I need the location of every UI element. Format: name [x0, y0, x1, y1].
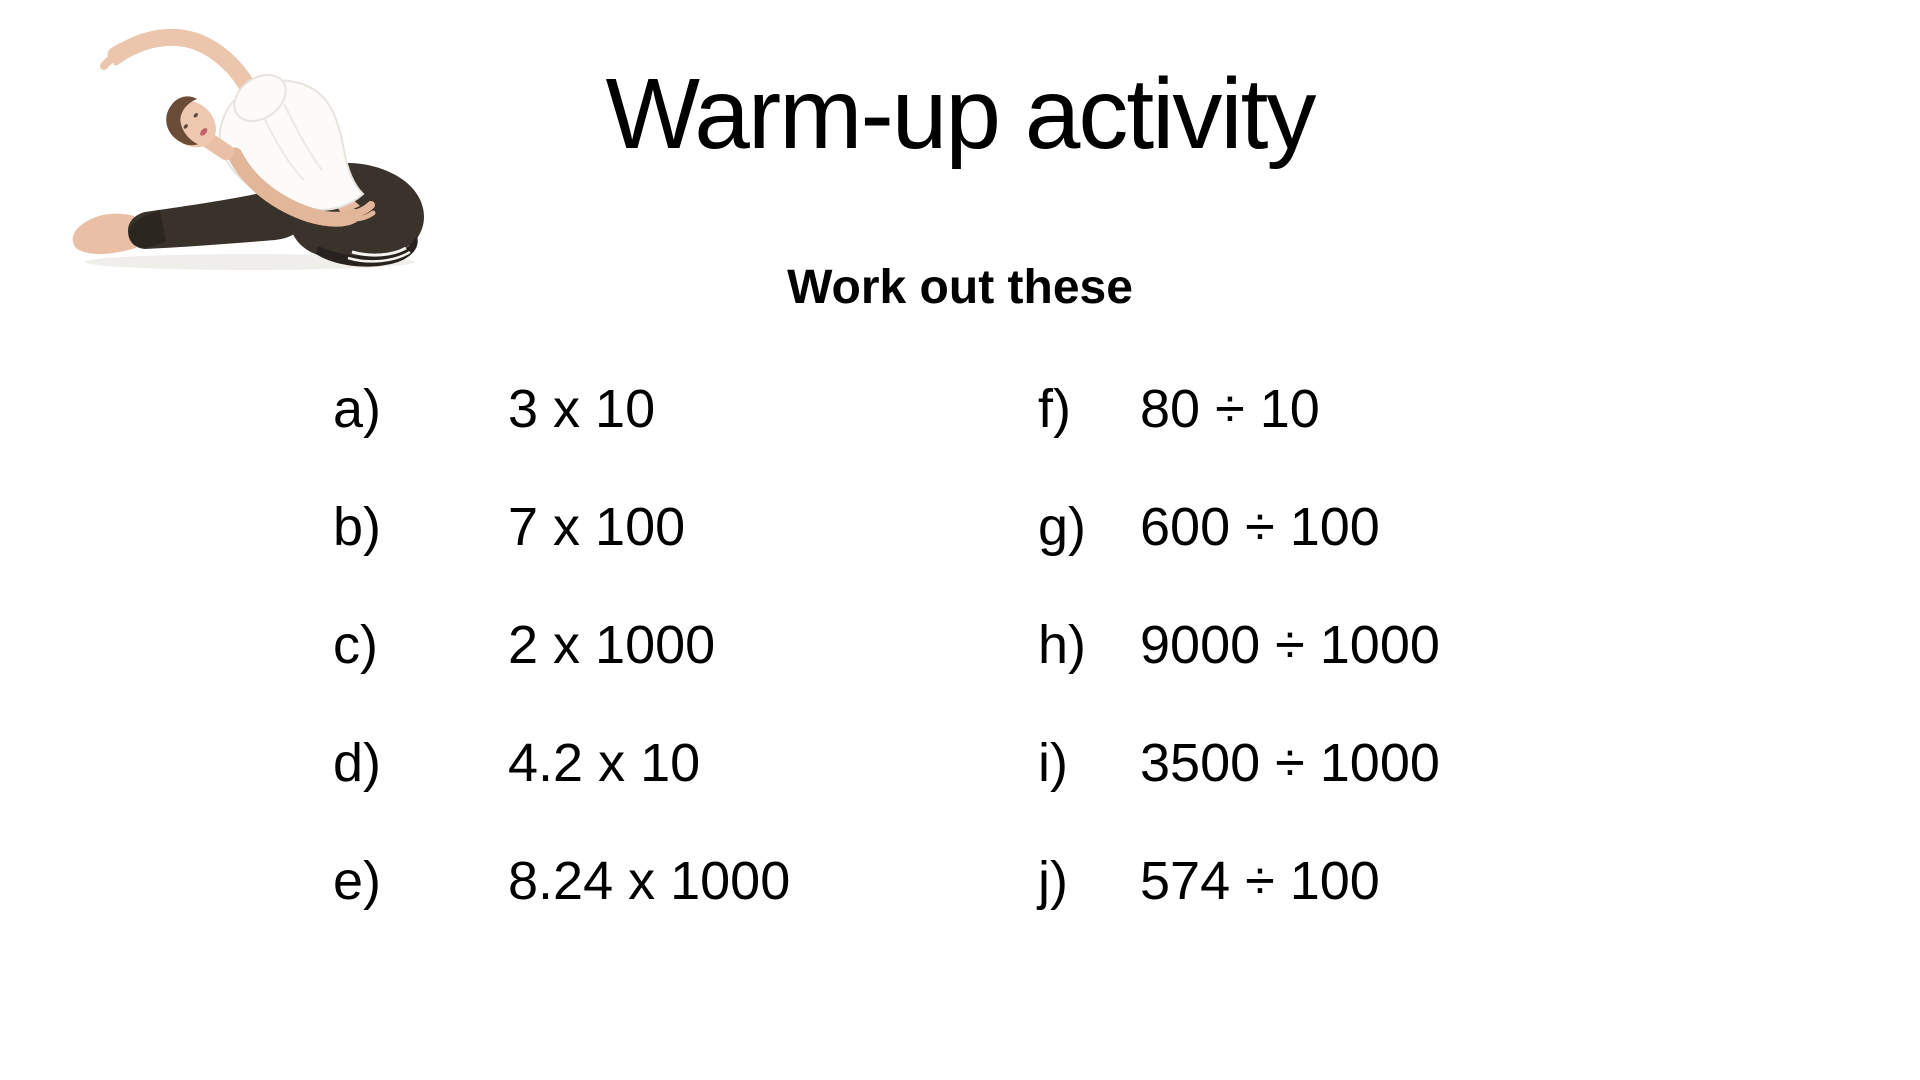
problem-row: b) 7 x 100: [333, 468, 790, 586]
problems-column-left: a) 3 x 10 b) 7 x 100 c) 2 x 1000 d) 4.2 …: [333, 350, 790, 940]
problem-expression: 3500 ÷ 1000: [1140, 733, 1440, 793]
problems-column-right: f) 80 ÷ 10 g) 600 ÷ 100 h) 9000 ÷ 1000 i…: [1038, 350, 1440, 940]
problem-row: h) 9000 ÷ 1000: [1038, 586, 1440, 704]
problem-row: c) 2 x 1000: [333, 586, 790, 704]
problem-expression: 8.24 x 1000: [508, 851, 791, 911]
problem-label: j): [1038, 851, 1068, 911]
problem-expression: 9000 ÷ 1000: [1140, 615, 1440, 675]
problem-expression: 80 ÷ 10: [1140, 379, 1320, 439]
problem-expression: 600 ÷ 100: [1140, 497, 1380, 557]
problem-row: a) 3 x 10: [333, 350, 790, 468]
problem-label: g): [1038, 497, 1087, 557]
problem-expression: 2 x 1000: [508, 615, 716, 675]
subtitle: Work out these: [787, 261, 1133, 314]
problem-row: e) 8.24 x 1000: [333, 822, 790, 940]
stretching-woman-illustration: [72, 28, 424, 270]
problem-label: d): [333, 733, 382, 793]
stretching-woman-photo: [50, 0, 445, 295]
problem-row: g) 600 ÷ 100: [1038, 468, 1440, 586]
problem-row: f) 80 ÷ 10: [1038, 350, 1440, 468]
problem-expression: 3 x 10: [508, 379, 656, 439]
problem-expression: 7 x 100: [508, 497, 686, 557]
problem-row: j) 574 ÷ 100: [1038, 822, 1440, 940]
problem-label: i): [1038, 733, 1068, 793]
page-title: Warm-up activity: [605, 58, 1317, 170]
problem-row: i) 3500 ÷ 1000: [1038, 704, 1440, 822]
problem-label: a): [333, 379, 382, 439]
problem-label: c): [333, 615, 378, 675]
problem-label: b): [333, 497, 382, 557]
problem-expression: 4.2 x 10: [508, 733, 701, 793]
problem-label: e): [333, 851, 382, 911]
problem-row: d) 4.2 x 10: [333, 704, 790, 822]
problem-expression: 574 ÷ 100: [1140, 851, 1380, 911]
problem-label: f): [1038, 379, 1071, 439]
problem-label: h): [1038, 615, 1087, 675]
